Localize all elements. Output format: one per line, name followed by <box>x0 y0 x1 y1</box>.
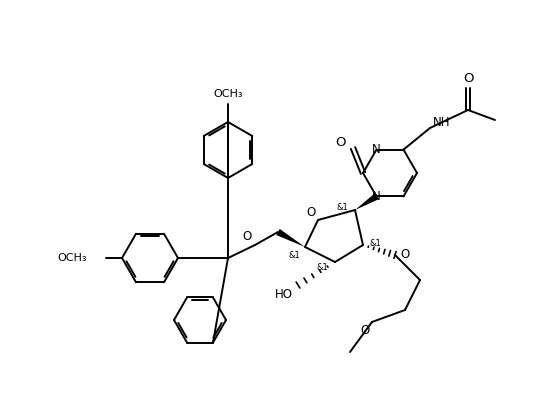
Text: O: O <box>242 231 252 244</box>
Text: HO: HO <box>275 288 293 301</box>
Text: O: O <box>360 323 370 336</box>
Text: O: O <box>463 72 473 86</box>
Polygon shape <box>355 193 378 210</box>
Text: &1: &1 <box>288 250 300 259</box>
Polygon shape <box>277 229 305 247</box>
Text: O: O <box>336 136 346 149</box>
Text: N: N <box>372 190 381 203</box>
Text: NH: NH <box>433 116 451 129</box>
Text: O: O <box>400 248 410 261</box>
Text: &1: &1 <box>316 263 328 272</box>
Text: &1: &1 <box>336 204 348 213</box>
Text: &1: &1 <box>370 239 382 248</box>
Text: O: O <box>306 206 316 220</box>
Text: N: N <box>372 143 381 156</box>
Text: OCH₃: OCH₃ <box>57 253 87 263</box>
Text: OCH₃: OCH₃ <box>213 89 243 99</box>
